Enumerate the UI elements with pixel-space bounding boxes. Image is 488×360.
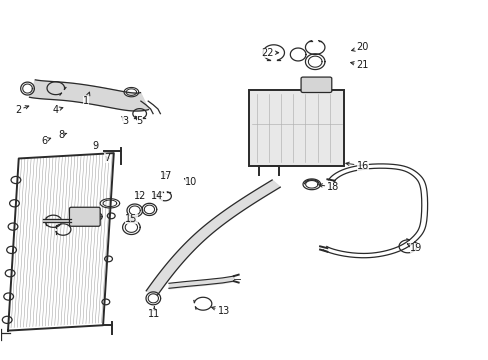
Text: 18: 18: [318, 182, 339, 192]
Text: 2: 2: [15, 105, 29, 115]
Text: 17: 17: [160, 171, 172, 181]
Text: 14: 14: [150, 191, 163, 201]
Text: 13: 13: [211, 306, 229, 316]
Text: 12: 12: [133, 191, 145, 201]
Text: 3: 3: [122, 116, 128, 126]
Text: 19: 19: [407, 243, 422, 253]
FancyBboxPatch shape: [69, 207, 100, 226]
FancyBboxPatch shape: [249, 90, 344, 166]
Text: 21: 21: [350, 60, 368, 70]
Text: 11: 11: [148, 307, 160, 319]
Polygon shape: [146, 180, 280, 295]
Polygon shape: [29, 80, 148, 111]
Text: 6: 6: [41, 136, 51, 145]
Text: 22: 22: [261, 48, 278, 58]
Text: 15: 15: [125, 215, 137, 224]
Text: 5: 5: [135, 116, 142, 126]
Text: 20: 20: [351, 42, 368, 52]
Text: 8: 8: [58, 130, 67, 140]
Text: 10: 10: [184, 177, 197, 187]
Text: 1: 1: [83, 92, 90, 106]
FancyBboxPatch shape: [301, 77, 331, 93]
Text: 16: 16: [345, 161, 368, 171]
Text: 4: 4: [52, 105, 62, 115]
Text: 9: 9: [92, 141, 98, 151]
Text: 7: 7: [104, 153, 110, 163]
